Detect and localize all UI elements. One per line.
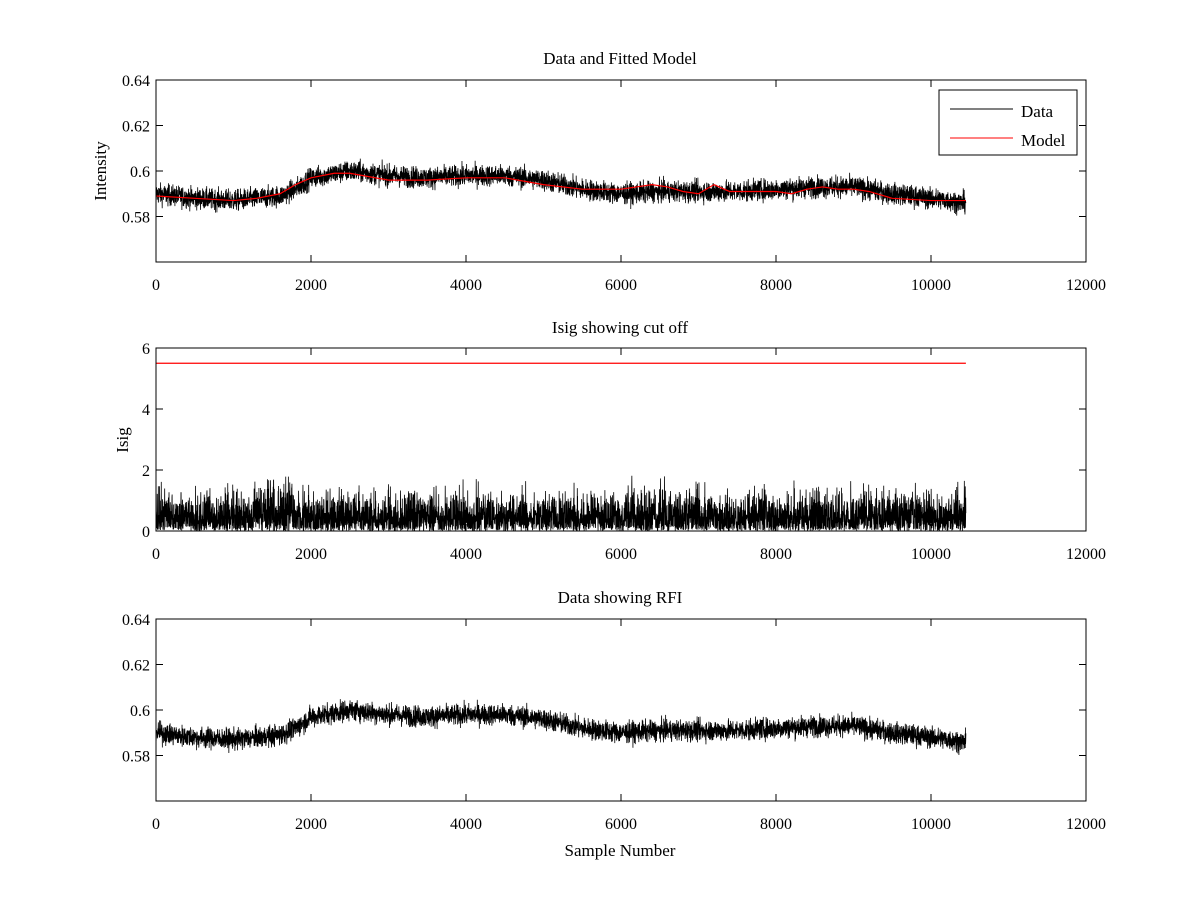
subplot-2-ytick-label: 0	[142, 524, 150, 541]
subplot-2-ylabel: Isig	[113, 427, 132, 453]
subplot-1-xtick-label: 4000	[450, 277, 482, 294]
subplot-2-xtick-label: 0	[152, 546, 160, 563]
subplot-3-xtick-label: 2000	[295, 816, 327, 833]
subplot-3-xtick-label: 6000	[605, 816, 637, 833]
subplot-1-series-model	[156, 172, 966, 202]
legend-label-data: Data	[1021, 102, 1054, 121]
subplot-2-ytick-label: 2	[142, 463, 150, 480]
subplot-2: Isig showing cut off Isig 0 2000 4000 6000 8…	[113, 318, 1106, 563]
subplot-2-ticks: 0 2000 4000 6000 8000 10000 12000 0 2 4 6	[142, 341, 1106, 563]
subplot-1: Data and Fitted Model Intensity 0 2000 400…	[91, 49, 1106, 294]
subplot-3-ytick-label: 0.62	[122, 658, 150, 675]
subplot-1-ylabel: Intensity	[91, 141, 110, 201]
legend: Data Model	[938, 89, 1078, 156]
subplot-2-ytick-label: 6	[142, 341, 150, 358]
subplot-3-xtick-label: 8000	[760, 816, 792, 833]
subplot-1-ytick-label: 0.6	[130, 164, 150, 181]
subplot-2-xtick-label: 2000	[295, 546, 327, 563]
subplot-2-xtick-label: 8000	[760, 546, 792, 563]
subplot-1-ytick-label: 0.64	[122, 73, 150, 90]
subplot-3-title: Data showing RFI	[558, 588, 683, 607]
subplot-1-xtick-label: 2000	[295, 277, 327, 294]
subplot-1-xtick-label: 10000	[911, 277, 951, 294]
subplot-1-xtick-label: 12000	[1066, 277, 1106, 294]
subplot-3-ytick-label: 0.58	[122, 749, 150, 766]
subplot-2-ytick-label: 4	[142, 402, 150, 419]
subplot-3-series-layer	[156, 699, 967, 755]
subplot-2-xtick-label: 4000	[450, 546, 482, 563]
subplot-2-series-isig	[156, 475, 967, 531]
subplot-1-ytick-label: 0.58	[122, 210, 150, 227]
subplot-1-title: Data and Fitted Model	[543, 49, 697, 68]
subplot-3: Data showing RFI Sample Number 0 2000 4000…	[122, 588, 1106, 860]
subplot-1-xtick-label: 6000	[605, 277, 637, 294]
legend-box	[938, 89, 1078, 156]
subplot-1-ytick-label: 0.62	[122, 119, 150, 136]
subplot-2-xtick-label: 6000	[605, 546, 637, 563]
subplot-3-xtick-label: 10000	[911, 816, 951, 833]
subplot-3-xtick-label: 12000	[1066, 816, 1106, 833]
subplot-2-series-layer	[156, 362, 967, 531]
subplot-1-series-layer	[156, 158, 967, 216]
subplot-3-series-data	[156, 699, 967, 755]
subplot-3-xtick-label: 4000	[450, 816, 482, 833]
subplot-1-ticks: 0 2000 4000 6000 8000 10000 12000 0.58 0.6 0.62 0.…	[122, 73, 1106, 294]
subplot-3-xlabel: Sample Number	[565, 841, 676, 860]
subplot-1-xtick-label: 8000	[760, 277, 792, 294]
subplot-2-title: Isig showing cut off	[552, 318, 688, 337]
subplot-3-ytick-label: 0.64	[122, 612, 150, 629]
subplot-3-ticks: 0 2000 4000 6000 8000 10000 12000 0.58 0.6 0.62 0.…	[122, 612, 1106, 833]
legend-label-model: Model	[1021, 131, 1066, 150]
subplot-2-xtick-label: 12000	[1066, 546, 1106, 563]
subplot-3-xtick-label: 0	[152, 816, 160, 833]
subplot-2-xtick-label: 10000	[911, 546, 951, 563]
subplot-3-ytick-label: 0.6	[130, 703, 150, 720]
subplot-1-xtick-label: 0	[152, 277, 160, 294]
